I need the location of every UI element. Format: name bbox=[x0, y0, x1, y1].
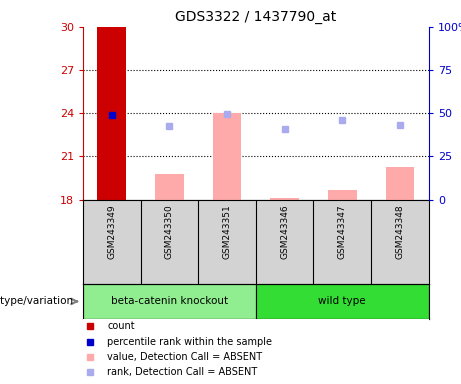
Title: GDS3322 / 1437790_at: GDS3322 / 1437790_at bbox=[175, 10, 337, 25]
Text: GSM243349: GSM243349 bbox=[107, 204, 116, 258]
Text: GSM243350: GSM243350 bbox=[165, 204, 174, 259]
Text: count: count bbox=[107, 321, 135, 331]
Text: GSM243346: GSM243346 bbox=[280, 204, 289, 258]
Text: beta-catenin knockout: beta-catenin knockout bbox=[111, 296, 228, 306]
Bar bbox=[270, 198, 299, 200]
Text: rank, Detection Call = ABSENT: rank, Detection Call = ABSENT bbox=[107, 367, 257, 377]
Text: GSM243348: GSM243348 bbox=[396, 204, 404, 258]
Bar bbox=[97, 27, 126, 200]
Text: genotype/variation: genotype/variation bbox=[0, 296, 74, 306]
Bar bbox=[256, 284, 429, 319]
Text: percentile rank within the sample: percentile rank within the sample bbox=[107, 337, 272, 347]
Bar bbox=[83, 284, 256, 319]
Text: wild type: wild type bbox=[319, 296, 366, 306]
Bar bbox=[328, 190, 357, 200]
Bar bbox=[385, 167, 414, 200]
Bar bbox=[213, 113, 242, 200]
Text: GSM243347: GSM243347 bbox=[338, 204, 347, 258]
Text: value, Detection Call = ABSENT: value, Detection Call = ABSENT bbox=[107, 352, 262, 362]
Bar bbox=[155, 174, 184, 200]
Text: GSM243351: GSM243351 bbox=[223, 204, 231, 259]
